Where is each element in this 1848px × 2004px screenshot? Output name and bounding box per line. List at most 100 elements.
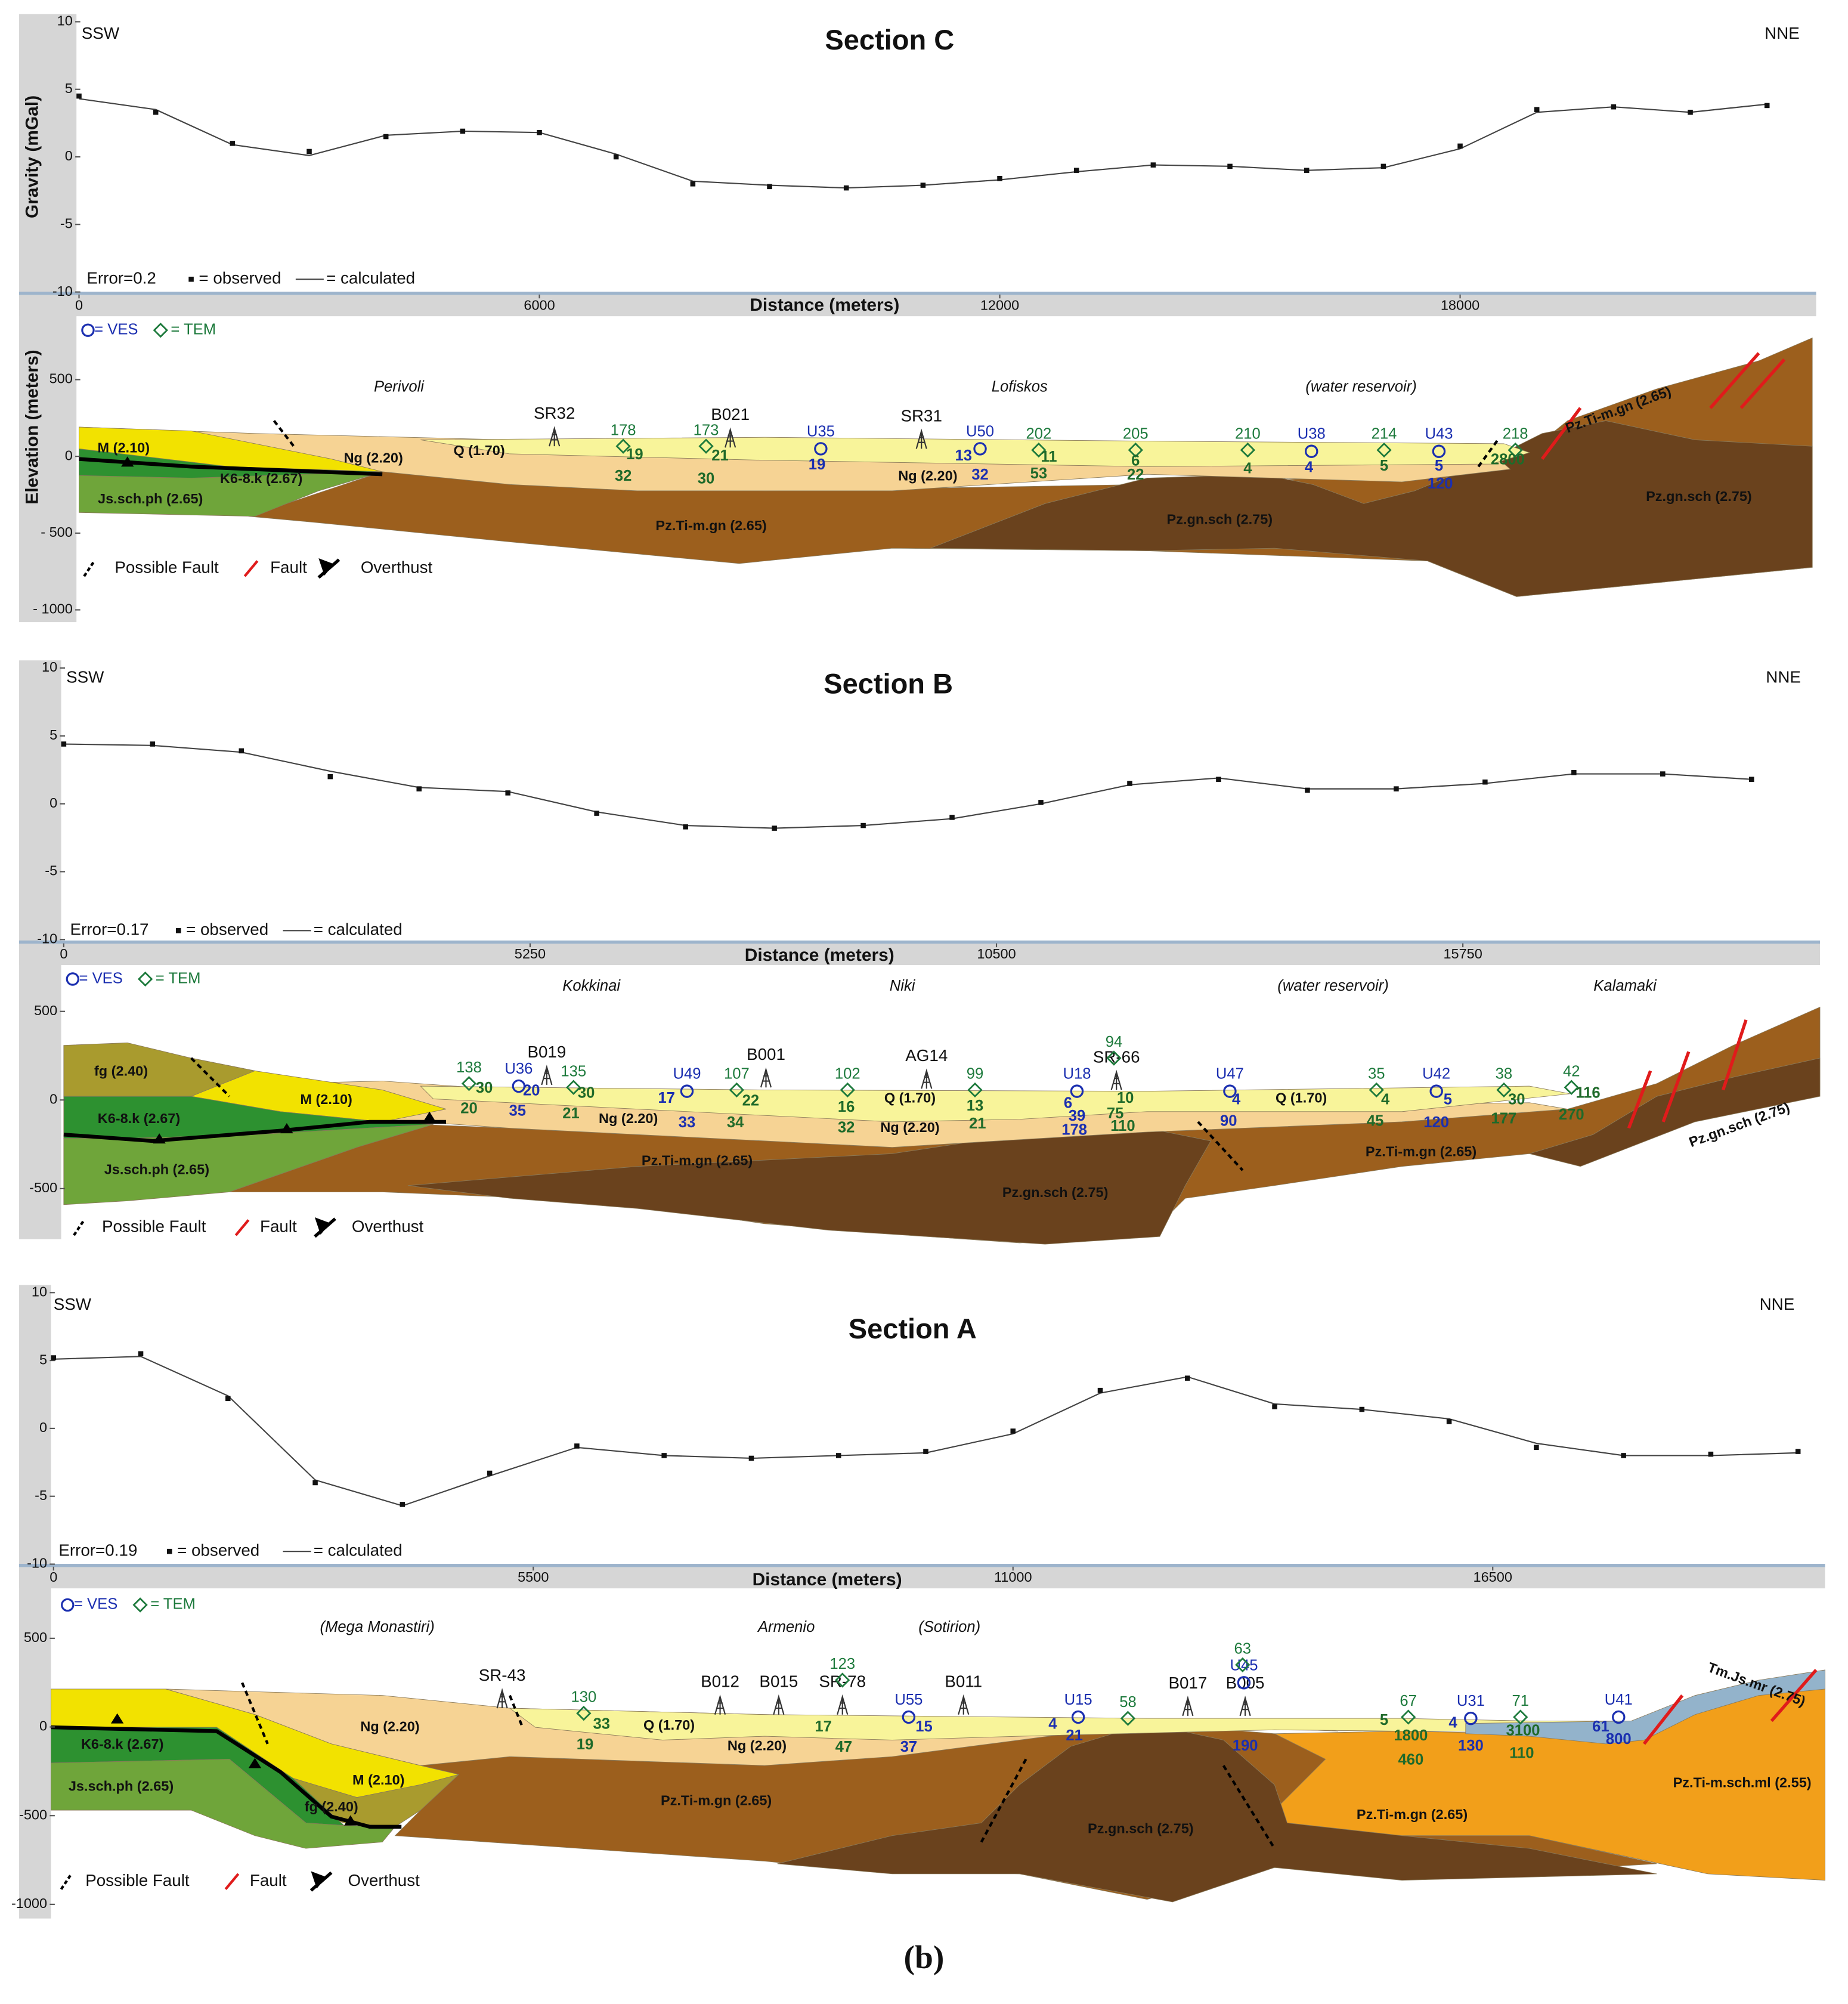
tem-station <box>1401 1709 1416 1725</box>
thrust-tooth <box>423 1111 436 1122</box>
formations-label: Pz.gn.sch (2.75) <box>1002 1185 1109 1200</box>
possible-fault-symbol <box>73 1219 85 1236</box>
formations-label: Ng (2.20) <box>880 1119 939 1135</box>
ves-label: U50 <box>966 423 994 440</box>
tem-values-label: 53 <box>1030 465 1048 482</box>
elevation-tick-label: 500 <box>49 371 73 386</box>
ves-legend: = VES <box>94 321 138 338</box>
legend-fault: Fault <box>270 558 307 577</box>
well-icon <box>773 1694 785 1715</box>
x-tick-label: 5500 <box>518 1569 549 1585</box>
y-tick-label: 5 <box>49 727 57 743</box>
ves-station <box>1464 1711 1478 1725</box>
tem-values-label: 30 <box>698 470 715 487</box>
wells-label: B021 <box>711 405 750 423</box>
ves-values-label: 33 <box>679 1114 696 1131</box>
observed-point <box>61 741 67 747</box>
tem-station <box>615 438 631 454</box>
ves-legend: = VES <box>74 1596 117 1613</box>
well-icon <box>760 1067 772 1088</box>
places-label: (Sotirion) <box>918 1619 980 1635</box>
wells-label: B011 <box>945 1672 982 1691</box>
y-axis-label: Gravity (mGal) <box>22 95 42 218</box>
tem-label: 210 <box>1235 426 1261 443</box>
formations-label: Ng (2.20) <box>898 468 957 484</box>
tem-values-label: 21 <box>969 1115 986 1132</box>
formations-label: fg (2.40) <box>305 1799 358 1814</box>
tem-values-label: 22 <box>1127 466 1144 483</box>
ves-values-label: 6 <box>1064 1095 1072 1112</box>
legend-possible-fault: Possible Fault <box>85 1871 190 1889</box>
y-tick-label: 10 <box>57 13 73 29</box>
tem-station <box>566 1080 581 1095</box>
observed-point <box>1795 1449 1801 1454</box>
possible-line <box>273 420 297 450</box>
ves-label: U38 <box>1298 426 1326 443</box>
formations-label: Pz.Ti-m.gn (2.65) <box>1366 1143 1476 1159</box>
x-axis-label: Distance (meters) <box>753 1570 902 1589</box>
section-title: Section C <box>825 24 954 55</box>
formations-label: Pz.gn.sch (2.75) <box>1088 1820 1194 1836</box>
ves-values-label: 37 <box>900 1739 918 1755</box>
observed-point <box>860 822 866 828</box>
possible-line <box>1222 1765 1276 1850</box>
tem-station <box>1235 1657 1250 1673</box>
possible-line <box>241 1682 269 1745</box>
elevation-tick-label: - 1000 <box>33 601 73 617</box>
observed-point <box>1010 1428 1016 1434</box>
possible-line <box>1477 438 1500 468</box>
geologic-unit <box>1528 1057 1821 1167</box>
formations-label: K6-8.k (2.67) <box>220 471 302 486</box>
tem-values-label: 21 <box>562 1105 580 1122</box>
formations-label: Pz.Ti-m.gn (2.65) <box>1357 1807 1468 1822</box>
direction-right: NNE <box>1766 667 1801 686</box>
x-axis-label: Distance (meters) <box>745 945 894 965</box>
tem-values-label: 34 <box>727 1114 744 1131</box>
tem-values-label: 20 <box>460 1100 478 1117</box>
tem-values-label: 3100 <box>1506 1722 1540 1739</box>
wells-label: B017 <box>1168 1674 1207 1692</box>
ves-values-label: 5 <box>1444 1091 1452 1108</box>
places-label: (Mega Monastiri) <box>320 1619 434 1635</box>
ves-values-label: 21 <box>1066 1727 1083 1744</box>
observed-point <box>138 1351 144 1356</box>
formations-label: Ng (2.20) <box>599 1111 658 1126</box>
y-tick-label: 5 <box>65 81 73 96</box>
ves-label: U31 <box>1457 1693 1485 1709</box>
tem-station <box>1106 1050 1122 1066</box>
legend-possible-fault: Possible Fault <box>102 1217 206 1236</box>
formations-label: Q (1.70) <box>884 1090 936 1106</box>
formations-label: Js.sch.ph (2.65) <box>104 1161 209 1177</box>
observed-point <box>1571 770 1577 775</box>
tem-legend-symbol <box>153 323 168 338</box>
observed-point <box>1185 1375 1190 1381</box>
ves-station <box>814 442 828 456</box>
ves-station <box>680 1084 694 1098</box>
ves-label: U35 <box>807 423 835 440</box>
observed-point <box>748 1455 754 1461</box>
formations-label: Q (1.70) <box>643 1717 695 1733</box>
x-tick-label: 16500 <box>1474 1569 1512 1585</box>
observed-point <box>1708 1451 1714 1457</box>
tem-station <box>1369 1082 1384 1098</box>
tem-values-label: 33 <box>593 1716 611 1733</box>
tem-label: 94 <box>1106 1034 1123 1050</box>
observed-point <box>1688 109 1693 115</box>
fault-line <box>1540 407 1582 460</box>
ves-values-label: 120 <box>1423 1114 1449 1131</box>
ves-label: U47 <box>1216 1066 1244 1083</box>
tem-label: 205 <box>1123 426 1149 443</box>
tem-values-label: 460 <box>1398 1751 1424 1768</box>
tem-station <box>729 1082 744 1098</box>
observed-point <box>1305 787 1310 793</box>
section-title: Section B <box>824 667 953 699</box>
tem-station <box>1508 442 1523 458</box>
well-derrick <box>549 426 561 447</box>
observed-point <box>843 185 849 191</box>
formations-label: M (2.10) <box>300 1091 352 1107</box>
legend-calculated: = calculated <box>314 1541 403 1559</box>
formations-label: Pz.gn.sch (2.75) <box>1167 511 1273 527</box>
overthrust-symbol <box>317 558 340 579</box>
tem-label: 214 <box>1372 426 1397 443</box>
y-tick-label: 0 <box>65 148 73 163</box>
